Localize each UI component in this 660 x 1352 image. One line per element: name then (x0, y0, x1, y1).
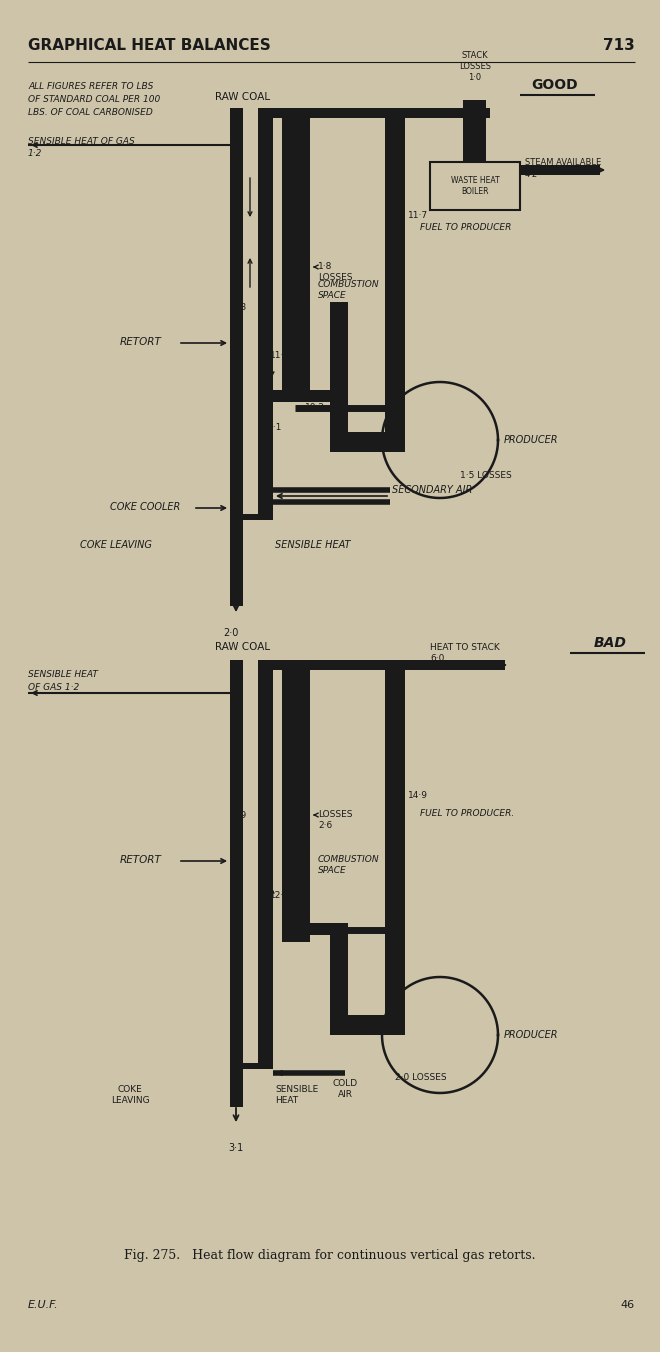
Text: COMBUSTION
SPACE: COMBUSTION SPACE (318, 854, 380, 875)
Text: RETORT: RETORT (120, 854, 162, 865)
Bar (330, 1015, 405, 1036)
Text: LOSSES
2·6: LOSSES 2·6 (318, 810, 352, 830)
Text: FUEL TO PRODUCER.: FUEL TO PRODUCER. (420, 808, 514, 818)
Text: COKE
LEAVING: COKE LEAVING (111, 1084, 149, 1105)
Bar (463, 118, 486, 162)
Bar (243, 660, 258, 1051)
Text: 14·9: 14·9 (408, 791, 428, 799)
Text: GRAPHICAL HEAT BALANCES: GRAPHICAL HEAT BALANCES (28, 38, 271, 53)
Bar (230, 521, 243, 600)
Bar (282, 389, 330, 402)
Text: E.U.F.: E.U.F. (28, 1301, 59, 1310)
Text: COLD
AIR: COLD AIR (333, 1079, 358, 1099)
Text: 1·1: 1·1 (268, 423, 282, 433)
Text: PRODUCER: PRODUCER (504, 1030, 558, 1040)
Text: 12·9: 12·9 (270, 891, 290, 899)
Text: COMBUSTION
SPACE: COMBUSTION SPACE (318, 280, 380, 300)
Text: FUEL TO PRODUCER: FUEL TO PRODUCER (420, 223, 512, 233)
Bar (385, 283, 405, 439)
Bar (385, 867, 405, 1025)
Bar (258, 498, 273, 521)
Bar (273, 108, 466, 118)
Text: WASTE HEAT
BOILER: WASTE HEAT BOILER (451, 176, 500, 196)
Bar (230, 108, 490, 118)
Bar (385, 660, 405, 869)
Text: 3·1: 3·1 (228, 1142, 244, 1153)
Text: PRODUCER: PRODUCER (504, 435, 558, 445)
Text: ALL FIGURES REFER TO LBS: ALL FIGURES REFER TO LBS (28, 82, 153, 91)
Text: 4·3: 4·3 (233, 303, 248, 312)
Bar (243, 108, 258, 498)
Bar (282, 108, 310, 389)
Bar (463, 108, 486, 118)
Text: SENSIBLE HEAT OF GAS
1·2: SENSIBLE HEAT OF GAS 1·2 (28, 137, 135, 158)
Text: 2·0: 2·0 (223, 627, 239, 638)
Bar (230, 660, 490, 671)
Bar (282, 923, 330, 936)
Bar (258, 1046, 273, 1069)
Text: SENSIBLE HEAT: SENSIBLE HEAT (275, 539, 350, 550)
Bar (430, 162, 520, 210)
Bar (230, 108, 243, 498)
Text: STACK
LOSSES
1·0: STACK LOSSES 1·0 (459, 51, 491, 82)
Text: 11·3: 11·3 (270, 350, 290, 360)
Bar (230, 498, 243, 521)
Text: SECONDARY AIR: SECONDARY AIR (392, 485, 473, 495)
Text: COKE COOLER: COKE COOLER (110, 502, 180, 512)
Text: 2·0 LOSSES: 2·0 LOSSES (395, 1072, 447, 1082)
Text: 713: 713 (603, 38, 635, 53)
Text: 46: 46 (621, 1301, 635, 1310)
Bar (330, 433, 405, 452)
Text: LBS. OF COAL CARBONISED: LBS. OF COAL CARBONISED (28, 108, 152, 118)
Bar (330, 301, 348, 433)
Bar (310, 660, 505, 671)
Bar (282, 660, 310, 942)
Bar (282, 383, 310, 402)
Bar (330, 923, 348, 1036)
Text: 4·9: 4·9 (233, 810, 248, 819)
Bar (258, 108, 273, 498)
Text: 12·9: 12·9 (305, 926, 325, 934)
Text: SENSIBLE
HEAT: SENSIBLE HEAT (275, 1084, 318, 1105)
Text: BAD: BAD (593, 635, 626, 650)
Bar (243, 514, 273, 521)
Bar (273, 389, 282, 402)
Bar (463, 100, 486, 118)
Bar (230, 660, 243, 1051)
Bar (258, 660, 273, 1051)
Text: RAW COAL: RAW COAL (215, 92, 270, 101)
Text: RAW COAL: RAW COAL (215, 642, 270, 652)
Text: 11·7: 11·7 (408, 211, 428, 219)
Text: SENSIBLE HEAT
OF GAS 1·2: SENSIBLE HEAT OF GAS 1·2 (28, 671, 98, 691)
Text: GOOD: GOOD (532, 78, 578, 92)
Bar (520, 165, 600, 174)
Text: 10·2: 10·2 (305, 403, 325, 412)
Bar (230, 1067, 243, 1107)
Text: HEAT TO STACK
6·0: HEAT TO STACK 6·0 (430, 644, 500, 662)
Bar (385, 108, 405, 289)
Text: STEAM AVAILABLE
4·2: STEAM AVAILABLE 4·2 (525, 158, 601, 178)
Bar (230, 598, 243, 606)
Text: 1·8
LOSSES: 1·8 LOSSES (318, 262, 352, 283)
Text: 1·5 LOSSES: 1·5 LOSSES (460, 472, 512, 480)
Bar (243, 1063, 273, 1069)
Text: Fig. 275.   Heat flow diagram for continuous vertical gas retorts.: Fig. 275. Heat flow diagram for continuo… (124, 1248, 536, 1261)
Text: RETORT: RETORT (120, 337, 162, 347)
Text: COKE LEAVING: COKE LEAVING (80, 539, 152, 550)
Text: OF STANDARD COAL PER 100: OF STANDARD COAL PER 100 (28, 95, 160, 104)
Bar (230, 1046, 243, 1069)
